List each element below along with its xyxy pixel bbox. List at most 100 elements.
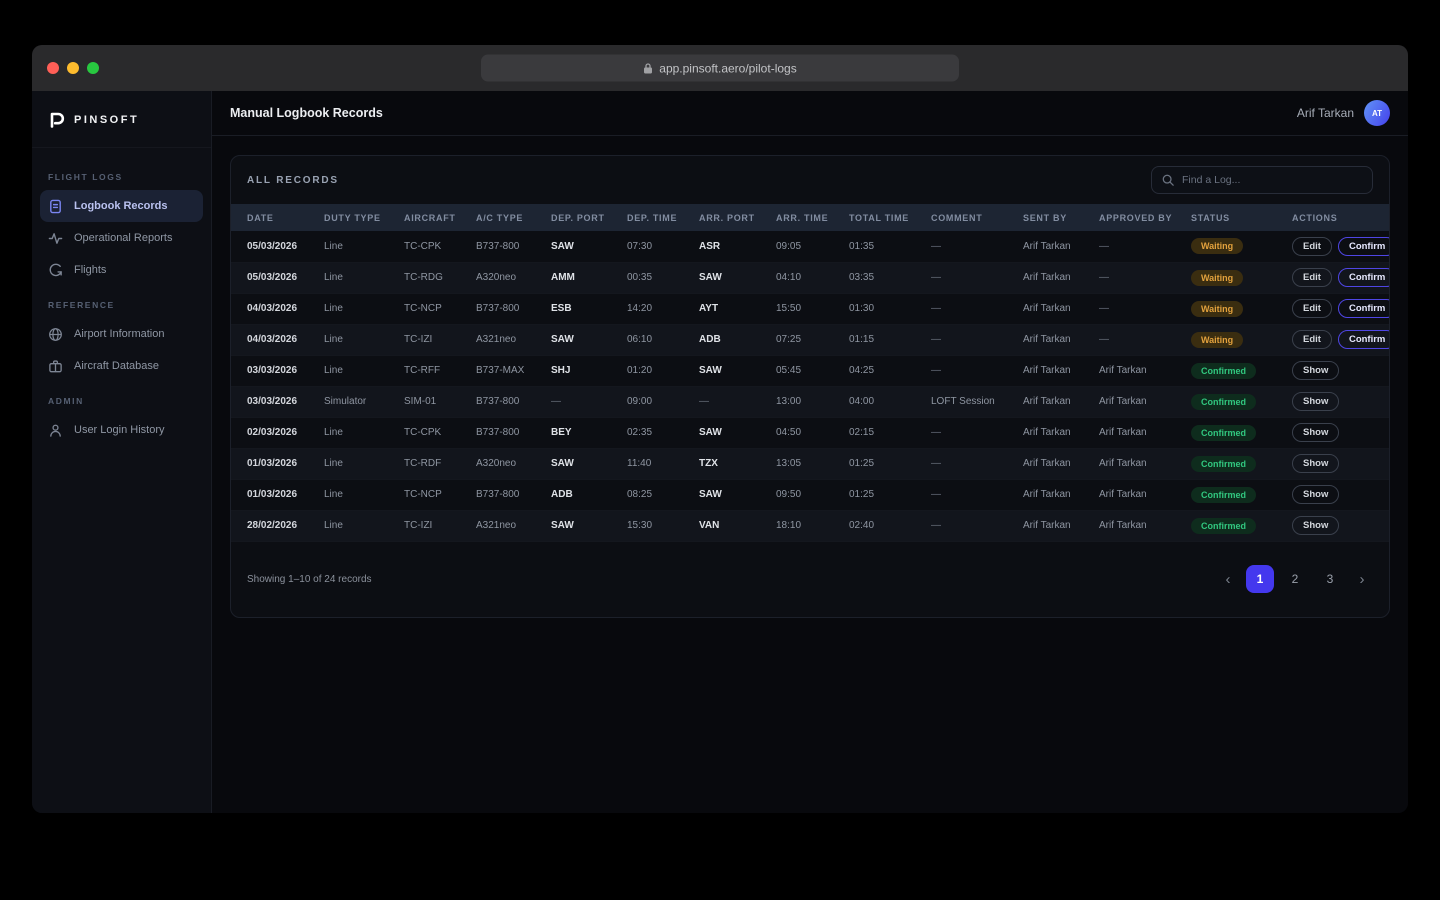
- nav-section-flight-logs: FLIGHT LOGS: [48, 172, 123, 182]
- page-button-3[interactable]: 3: [1316, 565, 1344, 593]
- show-button[interactable]: Show: [1292, 516, 1340, 535]
- page-header: Manual Logbook Records Arif Tarkan AT: [212, 91, 1408, 136]
- column-header: ACTIONS: [1292, 212, 1338, 223]
- table-row: 28/02/2026 Line TC-IZI A321neo SAW 15:30…: [231, 510, 1389, 541]
- sidebar-item-aircraft-database[interactable]: Aircraft Database: [40, 350, 203, 382]
- edit-button[interactable]: Edit: [1292, 236, 1332, 256]
- status-badge: Confirmed: [1191, 393, 1256, 410]
- confirm-button[interactable]: Confirm: [1337, 299, 1389, 318]
- sidebar-item-label: Airport Information: [74, 328, 165, 340]
- edit-button[interactable]: Edit: [1292, 330, 1332, 349]
- document-icon: [50, 199, 61, 213]
- activity-icon: [48, 232, 63, 244]
- records-card: ALL RECORDS: [230, 155, 1390, 618]
- status-badge: Waiting: [1191, 300, 1244, 317]
- status-badge: Confirmed: [1191, 455, 1256, 472]
- close-window-button[interactable]: [47, 62, 59, 74]
- column-header: STATUS: [1191, 212, 1230, 223]
- confirm-button[interactable]: Confirm: [1337, 236, 1389, 256]
- table-row: 05/03/2026 Line TC-RDG A320neo AMM 00:35…: [231, 262, 1389, 293]
- column-header: AIRCRAFT: [404, 212, 456, 223]
- records-tbody: 05/03/2026 Line TC-CPK B737-800 SAW 07:3…: [231, 231, 1389, 541]
- next-page-button[interactable]: ›: [1351, 565, 1373, 593]
- table-row: 01/03/2026 Line TC-NCP B737-800 ADB 08:2…: [231, 479, 1389, 510]
- sidebar-item-user-login-history[interactable]: User Login History: [40, 414, 203, 446]
- app-shell: PINSOFT FLIGHT LOGS Logbook Records Oper…: [32, 91, 1408, 813]
- table-row: 02/03/2026 Line TC-CPK B737-800 BEY 02:3…: [231, 417, 1389, 448]
- route-icon: [49, 263, 62, 276]
- maximize-window-button[interactable]: [87, 62, 99, 74]
- actions-cell: Edit Confirm: [1284, 324, 1389, 355]
- traffic-lights: [32, 62, 99, 74]
- actions-cell: Show: [1284, 448, 1389, 479]
- column-header: ARR. PORT: [699, 212, 755, 223]
- column-header: DEP. TIME: [627, 212, 678, 223]
- column-header: APPROVED BY: [1099, 212, 1173, 223]
- browser-window: app.pinsoft.aero/pilot-logs PINSOFT FLIG…: [32, 45, 1408, 813]
- user-name: Arif Tarkan: [1296, 106, 1354, 120]
- edit-button[interactable]: Edit: [1292, 299, 1332, 318]
- table-row: 04/03/2026 Line TC-IZI A321neo SAW 06:10…: [231, 324, 1389, 355]
- user-icon: [50, 424, 61, 437]
- actions-cell: Show: [1284, 417, 1389, 448]
- lock-icon: [644, 62, 653, 73]
- main-area: Manual Logbook Records Arif Tarkan AT AL…: [212, 91, 1408, 813]
- actions-cell: Show: [1284, 479, 1389, 510]
- status-badge: Confirmed: [1191, 517, 1256, 534]
- nav-section-admin: ADMIN: [48, 396, 84, 406]
- records-card-title: ALL RECORDS: [247, 174, 339, 186]
- confirm-button[interactable]: Confirm: [1337, 268, 1389, 287]
- search-box: [1151, 166, 1373, 194]
- sidebar: PINSOFT FLIGHT LOGS Logbook Records Oper…: [32, 91, 212, 813]
- status-badge: Confirmed: [1191, 362, 1256, 379]
- user-menu: Arif Tarkan AT: [1297, 100, 1390, 126]
- actions-cell: Show: [1284, 386, 1389, 417]
- actions-cell: Edit Confirm: [1284, 262, 1389, 293]
- column-header: A/C TYPE: [476, 212, 524, 223]
- edit-button[interactable]: Edit: [1292, 268, 1332, 287]
- address-bar[interactable]: app.pinsoft.aero/pilot-logs: [481, 54, 959, 82]
- records-card-header: ALL RECORDS: [231, 156, 1389, 204]
- records-table: DATE DUTY TYPE AIRCRAFT A/C TYPE DEP. PORT DE…: [231, 204, 1389, 542]
- status-badge: Waiting: [1191, 238, 1244, 255]
- search-icon: [1162, 174, 1174, 186]
- records-summary: Showing 1–10 of 24 records: [247, 573, 372, 585]
- sidebar-item-airport-information[interactable]: Airport Information: [40, 318, 203, 350]
- page-button-2[interactable]: 2: [1281, 565, 1309, 593]
- actions-cell: Edit Confirm: [1284, 231, 1389, 262]
- column-header: DATE: [247, 212, 274, 223]
- search-input[interactable]: [1182, 174, 1362, 186]
- show-button[interactable]: Show: [1292, 454, 1340, 473]
- actions-cell: Edit Confirm: [1284, 293, 1389, 324]
- avatar[interactable]: AT: [1364, 100, 1390, 126]
- header-row: DATE DUTY TYPE AIRCRAFT A/C TYPE DEP. PORT DE…: [231, 204, 1389, 231]
- address-bar-url: app.pinsoft.aero/pilot-logs: [659, 61, 797, 75]
- globe-icon: [49, 327, 62, 341]
- sidebar-item-logbook-records[interactable]: Logbook Records: [40, 190, 203, 222]
- table-row: 05/03/2026 Line TC-CPK B737-800 SAW 07:3…: [231, 231, 1389, 262]
- minimize-window-button[interactable]: [67, 62, 79, 74]
- nav-section-reference: REFERENCE: [48, 300, 115, 310]
- show-button[interactable]: Show: [1292, 392, 1340, 411]
- column-header: SENT BY: [1023, 212, 1067, 223]
- sidebar-item-label: User Login History: [74, 424, 165, 436]
- status-badge: Confirmed: [1191, 424, 1256, 441]
- show-button[interactable]: Show: [1292, 485, 1340, 504]
- sidebar-item-label: Operational Reports: [74, 232, 173, 244]
- sidebar-item-label: Aircraft Database: [74, 360, 159, 372]
- table-row: 03/03/2026 Simulator SIM-01 B737-800 — 0…: [231, 386, 1389, 417]
- sidebar-item-flights[interactable]: Flights: [40, 254, 203, 286]
- confirm-button[interactable]: Confirm: [1337, 330, 1389, 349]
- briefcase-icon: [49, 359, 62, 372]
- sidebar-item-operational-reports[interactable]: Operational Reports: [40, 222, 203, 254]
- logo-text: PINSOFT: [74, 114, 140, 126]
- records-table-head: DATE DUTY TYPE AIRCRAFT A/C TYPE DEP. PORT DE…: [231, 204, 1389, 231]
- show-button[interactable]: Show: [1292, 423, 1340, 442]
- show-button[interactable]: Show: [1292, 361, 1340, 380]
- actions-cell: Show: [1284, 355, 1389, 386]
- page-button-1[interactable]: 1: [1246, 565, 1274, 593]
- table-row: 04/03/2026 Line TC-NCP B737-800 ESB 14:2…: [231, 293, 1389, 324]
- prev-page-button[interactable]: ‹: [1217, 565, 1239, 593]
